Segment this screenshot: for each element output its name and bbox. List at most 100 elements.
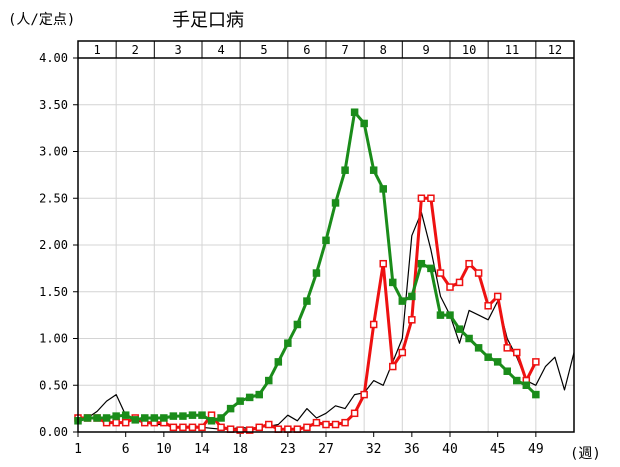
series-2-point [255,390,263,399]
month-label: 10 [462,43,476,57]
series-2-point [350,108,359,116]
y-tick-label: 4.00 [39,51,68,65]
series-1-point [465,259,473,268]
month-label: 1 [93,43,100,57]
x-axis-label: (週) [570,446,601,462]
series-1-line [78,196,538,432]
series-1-point [369,320,378,329]
series-2-point [360,119,368,128]
series-1-point [198,423,206,432]
series-2-point [150,414,159,422]
series-2-point [102,414,111,422]
month-bar: 1 2 3 4 5 6 7 8 9 10 11 12 [78,41,574,59]
series-layer [74,108,575,434]
series-2-point [427,264,435,273]
y-axis-label: (人/定点) [8,12,75,28]
series-1-point [389,362,397,371]
series-2-point [522,381,531,389]
y-tick-label: 0.50 [39,378,68,392]
x-tick-label: 40 [442,442,458,457]
series-2-point [188,411,197,419]
series-2-point [408,292,416,301]
series-2-point [446,311,454,319]
plot-frame [77,40,575,433]
series-1-point [474,269,483,277]
series-1-point [236,426,244,434]
series-2-point [293,320,302,329]
series-1-point [179,423,187,432]
series-1-point [503,344,511,352]
series-2-point [169,412,178,420]
series-1-point [398,348,407,357]
month-label: 4 [217,43,224,57]
series-2-point [198,411,206,419]
series-2-point [245,393,254,402]
series-1-point [322,420,330,429]
series-1-point [265,420,273,429]
series-2-point [93,414,101,422]
series-2-point [207,417,216,425]
series-1-point [532,358,540,366]
series-1-point [169,423,178,432]
series-2-point [179,412,187,420]
series-2-point [265,376,273,385]
series-1-point [408,316,416,324]
series-2-point [112,412,120,420]
month-label: 3 [175,43,182,57]
series-2-point [274,358,283,366]
series-1-point [112,418,120,427]
month-label: 7 [341,43,348,57]
series-2-point [226,404,235,413]
series-1-point [312,418,321,427]
series-1-point [245,426,254,434]
grid [78,57,574,433]
series-1-point [331,420,340,429]
series-2-point [369,166,378,174]
series-2-point [465,334,473,343]
month-label: 5 [260,43,267,57]
month-label: 8 [380,43,387,57]
x-tick-label: 36 [404,442,420,457]
series-1-point [360,390,368,399]
series-2-point [513,376,521,385]
y-tick-label: 3.00 [39,145,68,159]
series-2-point [331,199,340,207]
series-2-point [455,325,464,333]
y-tick-label: 2.50 [39,191,68,205]
series-1-point [188,423,197,432]
series-1-point [436,269,445,277]
x-tick-label: 14 [194,442,210,457]
series-1-point [446,283,454,291]
series-2-point [436,311,445,319]
series-2-point [236,397,244,405]
series-2-point [131,416,139,424]
series-2-point [217,414,225,422]
month-label: 12 [548,43,562,57]
y-tick-label: 3.50 [39,98,68,112]
series-1-point [493,292,502,301]
y-tick-label: 1.00 [39,332,68,346]
series-1-point [121,418,130,427]
series-1-point [303,423,311,432]
series-2-point [532,390,540,399]
series-2-point [121,411,130,419]
series-2-point [160,414,168,422]
series-2-point [303,297,311,305]
y-tick-label: 1.50 [39,285,68,299]
month-label: 2 [132,43,139,57]
series-2-point [417,259,426,268]
chart-title: 手足口病 [172,10,244,31]
series-2-point [474,344,483,352]
series-2-point [379,185,387,193]
series-1-point [427,194,435,202]
series-2-point [341,166,349,174]
month-label: 6 [303,43,310,57]
y-tick-label: 0.00 [39,425,68,439]
x-tick-label: 18 [232,442,248,457]
x-tick-label: 23 [280,442,296,457]
series-2-point [503,367,511,375]
x-tick-labels: 1 6 10 14 18 23 27 32 36 40 45 49 [74,432,544,457]
month-label: 9 [423,43,430,57]
month-label: 11 [505,43,519,57]
